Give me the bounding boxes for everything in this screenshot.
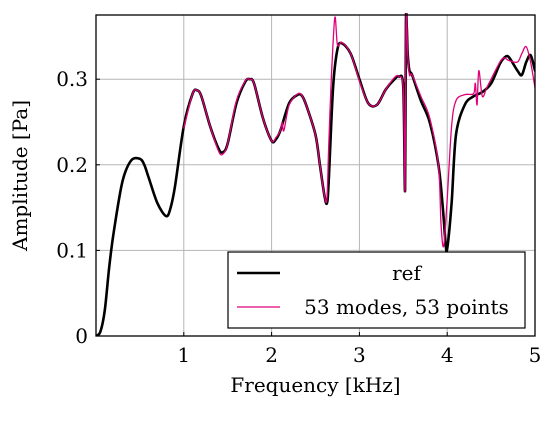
y-tick-label: 0.2 — [56, 153, 88, 177]
x-axis-label: Frequency [kHz] — [230, 373, 400, 397]
series-layer — [96, 13, 535, 336]
plot-frame — [95, 14, 536, 337]
y-tick-label: 0.1 — [56, 238, 88, 262]
x-tick-label: 3 — [353, 343, 366, 367]
y-tick-label: 0 — [75, 324, 88, 348]
series-line-ref — [96, 13, 535, 336]
y-tick-label: 0.3 — [56, 67, 88, 91]
x-tick-label: 1 — [177, 343, 190, 367]
grid — [96, 15, 535, 336]
x-tick-label: 2 — [265, 343, 278, 367]
ticks: 1 2 3 4 5 0 0.1 0.2 0.3 — [56, 67, 541, 367]
series-line-modes — [183, 13, 535, 248]
legend-label-modes: 53 modes, 53 points — [304, 295, 509, 319]
legend-box — [227, 251, 526, 329]
y-axis-label: Amplitude [Pa] — [8, 100, 32, 252]
x-tick-label: 5 — [529, 343, 542, 367]
legend-label-ref: ref — [392, 261, 422, 285]
x-tick-label: 4 — [441, 343, 454, 367]
legend: ref 53 modes, 53 points — [227, 251, 526, 329]
